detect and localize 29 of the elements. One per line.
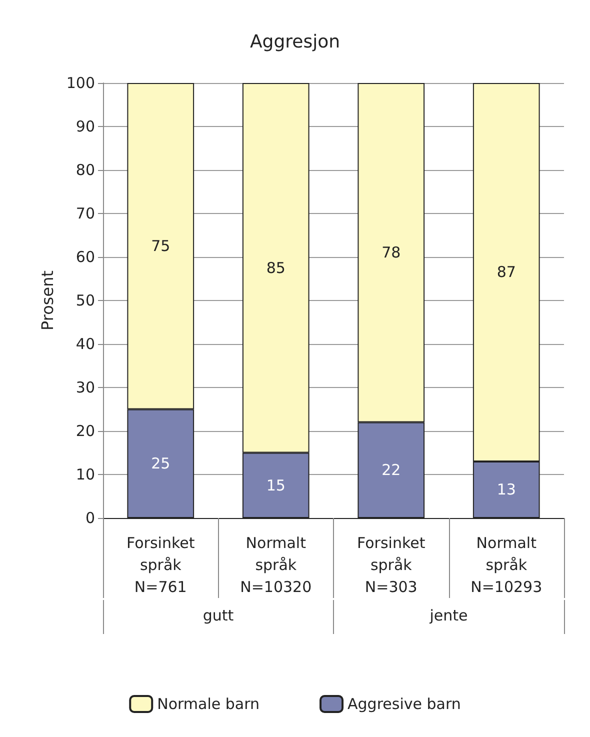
data-label: 85 [266, 258, 286, 277]
legend-label: Normale barn [157, 695, 260, 713]
x-tick-label: Normalt språk N=10320 [240, 534, 312, 596]
x-tick-label: Normalt språk N=10293 [470, 534, 542, 596]
y-tick-label: 10 [76, 466, 95, 484]
data-label: 22 [382, 461, 401, 480]
y-tick-label: 30 [76, 378, 95, 396]
chart-title: Aggresjon [250, 32, 340, 52]
data-label: 13 [496, 480, 516, 499]
y-tick-label: 60 [76, 248, 95, 266]
data-label: 25 [151, 454, 170, 473]
y-tick-label: 70 [76, 204, 95, 222]
y-tick-label: 100 [66, 74, 95, 92]
data-label: 75 [151, 237, 170, 256]
x-tick-label: Forsinket språk N=303 [357, 534, 426, 596]
data-label: 87 [496, 263, 516, 282]
y-tick-label: 50 [76, 292, 95, 310]
x-tick-label: Forsinket språk N=761 [126, 534, 195, 596]
y-tick-label: 20 [76, 422, 95, 440]
y-tick-label: 80 [76, 161, 95, 179]
text: jente [428, 606, 468, 624]
data-label: 78 [382, 244, 401, 262]
y-tick-label: 90 [76, 118, 95, 136]
text: gutt [202, 606, 234, 624]
data-label: 15 [266, 476, 286, 494]
legend-label: Aggresive barn [348, 695, 461, 713]
y-tick-label: 40 [76, 335, 95, 353]
y-tick-label: 0 [85, 509, 95, 527]
y-axis-title: Prosent [38, 270, 57, 330]
